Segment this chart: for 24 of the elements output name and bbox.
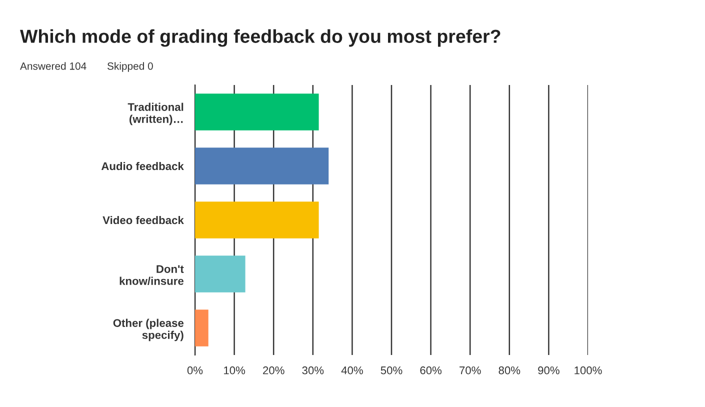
y-tick-label: Traditional (written)… xyxy=(128,102,184,126)
bar xyxy=(195,202,319,238)
x-tick-label: 70% xyxy=(460,366,481,374)
x-tick-label: 100% xyxy=(574,366,602,374)
x-tick-label: 0% xyxy=(187,366,203,374)
y-tick-label: Other (please specify) xyxy=(113,318,184,342)
x-tick-label: 40% xyxy=(341,366,363,374)
x-tick-label: 80% xyxy=(498,366,520,374)
x-tick-label: 20% xyxy=(263,366,284,374)
chart-title: Which mode of grading feedback do you most prefer? xyxy=(20,29,500,47)
bar xyxy=(195,94,319,130)
text: Answered 104 xyxy=(20,62,86,70)
x-tick-label: 30% xyxy=(302,366,324,374)
bar xyxy=(195,310,208,346)
x-tick-label: 10% xyxy=(224,366,246,374)
y-tick-label: Audio feedback xyxy=(101,162,184,170)
y-tick-label: Video feedback xyxy=(102,216,184,224)
x-tick-label: 90% xyxy=(538,366,560,374)
x-tick-label: 50% xyxy=(380,366,402,374)
bar xyxy=(195,148,329,184)
y-tick-label: Don't know/insure xyxy=(120,265,184,286)
bar xyxy=(195,256,246,292)
text: Skipped 0 xyxy=(107,62,153,72)
x-tick-label: 60% xyxy=(420,366,442,374)
